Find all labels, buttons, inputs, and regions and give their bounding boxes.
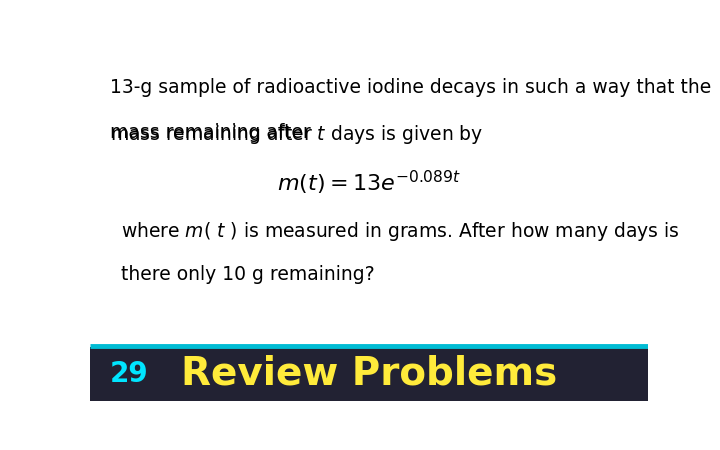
Text: mass remaining after: mass remaining after	[109, 123, 316, 142]
Text: where $m$( $t$ ) is measured in grams. After how many days is: where $m$( $t$ ) is measured in grams. A…	[121, 220, 680, 243]
Text: there only 10 g remaining?: there only 10 g remaining?	[121, 266, 374, 284]
Text: $m(t) = 13e^{-0.089t}$: $m(t) = 13e^{-0.089t}$	[277, 168, 461, 197]
Text: mass remaining after $t$ days is given by: mass remaining after $t$ days is given b…	[109, 123, 483, 146]
Text: 13-g sample of radioactive iodine decays in such a way that the: 13-g sample of radioactive iodine decays…	[109, 78, 711, 97]
Text: 29: 29	[109, 360, 148, 387]
Text: Review Problems: Review Problems	[181, 355, 557, 393]
